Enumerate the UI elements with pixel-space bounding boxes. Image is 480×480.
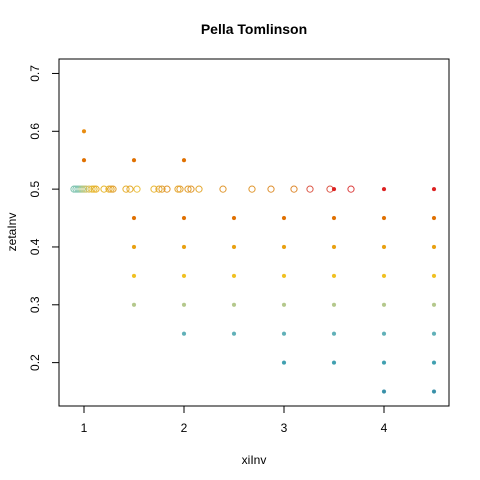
- data-point-filled: [431, 389, 437, 394]
- x-tick-label: 1: [81, 421, 88, 435]
- x-axis-label: xiInv: [242, 453, 267, 467]
- data-point-filled: [281, 244, 287, 250]
- data-point-filled: [181, 331, 187, 336]
- data-point-open: [219, 185, 227, 193]
- data-point-filled: [331, 215, 337, 221]
- data-point-open: [133, 185, 141, 193]
- data-point-filled: [331, 360, 337, 365]
- data-point-filled: [331, 187, 337, 192]
- data-point-filled: [281, 273, 287, 278]
- data-point-filled: [431, 187, 437, 192]
- data-point-filled: [231, 302, 237, 307]
- data-point-filled: [231, 215, 237, 221]
- data-point-open: [184, 185, 192, 193]
- data-point-filled: [381, 360, 387, 365]
- data-point-open: [158, 185, 166, 193]
- data-point-filled: [131, 273, 137, 278]
- data-point-filled: [231, 244, 237, 250]
- points-layer: [70, 129, 437, 394]
- data-point-open: [100, 185, 108, 193]
- data-point-filled: [81, 158, 87, 163]
- y-tick-label: 0.2: [28, 354, 42, 371]
- y-axis-label: zetaInv: [5, 213, 19, 252]
- data-point-open: [80, 185, 88, 193]
- data-point-filled: [331, 331, 337, 336]
- data-point-filled: [331, 244, 337, 250]
- data-point-open: [105, 185, 113, 193]
- data-point-filled: [281, 360, 287, 365]
- x-axis: 1 2 3 4: [81, 405, 388, 435]
- data-point-filled: [181, 302, 187, 307]
- data-point-open: [163, 185, 171, 193]
- data-point-filled: [181, 158, 187, 163]
- data-point-filled: [131, 302, 137, 307]
- data-point-filled: [231, 273, 237, 278]
- data-point-filled: [381, 273, 387, 278]
- data-point-filled: [131, 244, 137, 250]
- data-point-open: [90, 185, 98, 193]
- data-point-open: [122, 185, 130, 193]
- data-point-open: [107, 185, 115, 193]
- y-tick-label: 0.5: [28, 180, 42, 197]
- data-point-filled: [431, 302, 437, 307]
- data-point-open: [109, 185, 117, 193]
- data-point-open: [187, 185, 195, 193]
- data-point-filled: [331, 273, 337, 278]
- data-point-open: [92, 185, 100, 193]
- data-point-filled: [431, 273, 437, 278]
- data-point-filled: [381, 187, 387, 192]
- data-point-open: [78, 185, 86, 193]
- data-point-filled: [431, 244, 437, 250]
- y-tick-label: 0.4: [28, 238, 42, 255]
- data-point-filled: [431, 215, 437, 221]
- data-point-filled: [431, 331, 437, 336]
- data-point-filled: [231, 331, 237, 336]
- data-point-filled: [181, 273, 187, 278]
- data-point-open: [306, 185, 314, 193]
- data-point-filled: [381, 331, 387, 336]
- y-axis: 0.2 0.3 0.4 0.5 0.6 0.7: [28, 65, 60, 371]
- data-point-filled: [81, 129, 87, 134]
- data-point-open: [195, 185, 203, 193]
- data-point-filled: [131, 158, 137, 163]
- data-point-filled: [431, 360, 437, 365]
- data-point-filled: [381, 215, 387, 221]
- data-point-open: [174, 185, 182, 193]
- data-point-filled: [331, 302, 337, 307]
- data-point-open: [88, 185, 96, 193]
- y-tick-label: 0.3: [28, 296, 42, 313]
- data-point-filled: [281, 331, 287, 336]
- data-point-filled: [381, 244, 387, 250]
- x-tick-label: 3: [281, 421, 288, 435]
- data-point-filled: [181, 244, 187, 250]
- data-point-open: [347, 185, 355, 193]
- data-point-open: [155, 185, 163, 193]
- data-point-open: [248, 185, 256, 193]
- data-point-filled: [381, 389, 387, 394]
- y-tick-label: 0.7: [28, 65, 42, 82]
- data-point-open: [267, 185, 275, 193]
- x-tick-label: 2: [181, 421, 188, 435]
- chart-title: Pella Tomlinson: [201, 21, 307, 37]
- data-point-filled: [281, 215, 287, 221]
- data-point-open: [176, 185, 184, 193]
- data-point-open: [85, 185, 93, 193]
- data-point-filled: [181, 215, 187, 221]
- data-point-open: [126, 185, 134, 193]
- data-point-open: [150, 185, 158, 193]
- data-point-filled: [381, 302, 387, 307]
- data-point-filled: [131, 215, 137, 221]
- data-point-open: [290, 185, 298, 193]
- y-tick-label: 0.6: [28, 123, 42, 140]
- data-point-filled: [281, 302, 287, 307]
- x-tick-label: 4: [381, 421, 388, 435]
